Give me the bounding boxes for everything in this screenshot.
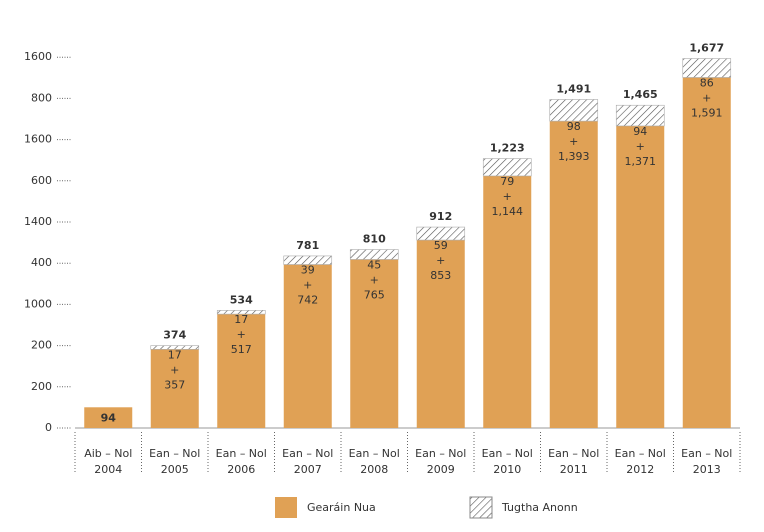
bar-segment (150, 349, 199, 428)
x-tick-label: 2011 (560, 463, 588, 476)
x-tick-label: Ean – Nol (149, 447, 200, 460)
bar-segment (216, 310, 266, 315)
total-label: 1,491 (556, 83, 591, 96)
plus-sign: + (436, 254, 445, 267)
segment-label: 45 (367, 258, 381, 271)
x-tick-label: Ean – Nol (216, 447, 267, 460)
segment-label: 1,144 (492, 205, 524, 218)
plus-sign: + (503, 190, 512, 203)
segment-label: 1,371 (625, 155, 657, 168)
x-tick-label: Ean – Nol (615, 447, 666, 460)
bar-segment (682, 77, 731, 429)
bar-segment (416, 240, 465, 428)
x-tick-label: Ean – Nol (548, 447, 599, 460)
x-tick-label: Ean – Nol (681, 447, 732, 460)
segment-label: 59 (434, 239, 448, 252)
x-tick-label: 2013 (693, 463, 721, 476)
x-tick-label: 2012 (626, 463, 654, 476)
total-label: 374 (163, 329, 186, 342)
y-tick-label: 800 (31, 91, 52, 104)
bar-segment (84, 407, 133, 428)
total-label: 1,223 (490, 142, 525, 155)
segment-label: 98 (567, 120, 581, 133)
bar-segment (217, 314, 266, 428)
plus-sign: + (636, 140, 645, 153)
plus-sign: + (170, 363, 179, 376)
segment-label: 1,393 (558, 150, 590, 163)
bar-segment (549, 99, 599, 122)
plus-sign: + (702, 91, 711, 104)
legend-label: Tugtha Anonn (501, 501, 578, 514)
bar-segment (682, 58, 732, 78)
x-tick-label: 2007 (294, 463, 322, 476)
plus-sign: + (370, 273, 379, 286)
y-tick-label: 600 (31, 174, 52, 187)
plus-sign: + (569, 135, 578, 148)
segment-label: 517 (231, 343, 252, 356)
segment-label: 1,591 (691, 106, 723, 119)
bar-segment (150, 345, 200, 350)
bar-segment (482, 158, 532, 177)
segment-label: 17 (168, 348, 182, 361)
bar-segment (616, 125, 665, 428)
bar-segment (416, 226, 466, 241)
y-tick-label: 1600 (24, 133, 52, 146)
y-tick-label: 200 (31, 339, 52, 352)
x-tick-label: Ean – Nol (282, 447, 333, 460)
segment-label: 79 (500, 175, 514, 188)
y-tick-label: 400 (31, 256, 52, 269)
legend-swatch (275, 497, 297, 518)
x-tick-label: Ean – Nol (415, 447, 466, 460)
x-tick-label: Ean – Nol (349, 447, 400, 460)
y-tick-label: 200 (31, 380, 52, 393)
segment-label: 742 (297, 294, 318, 307)
segment-label: 94 (633, 125, 647, 138)
total-label: 534 (230, 293, 253, 306)
segment-label: 39 (301, 264, 315, 277)
total-label: 781 (296, 239, 319, 252)
bar-segment (349, 249, 399, 260)
segment-label: 357 (164, 378, 185, 391)
segment-label: 853 (430, 269, 451, 282)
x-tick-label: Ean – Nol (482, 447, 533, 460)
plus-sign: + (237, 328, 246, 341)
x-tick-label: 2008 (360, 463, 388, 476)
x-tick-label: 2006 (227, 463, 255, 476)
bar-segment (350, 259, 399, 428)
bar-segment (283, 264, 332, 428)
x-tick-label: 2005 (161, 463, 189, 476)
bar-segment (283, 255, 333, 265)
bar-segment (615, 104, 665, 127)
bar-segment (549, 121, 598, 428)
plus-sign: + (303, 279, 312, 292)
legend-label: Gearáin Nua (307, 501, 376, 514)
total-label: 912 (429, 210, 452, 223)
segment-label: 765 (364, 288, 385, 301)
x-tick-label: 2009 (427, 463, 455, 476)
total-label: 810 (363, 233, 386, 246)
bar-segment (483, 175, 532, 428)
y-tick-label: 1400 (24, 215, 52, 228)
segment-label: 17 (234, 313, 248, 326)
total-label: 94 (101, 412, 117, 425)
total-label: 1,465 (623, 88, 658, 101)
y-tick-label: 0 (45, 421, 52, 434)
x-tick-label: Aib – Nol (84, 447, 132, 460)
y-tick-label: 1000 (24, 297, 52, 310)
total-label: 1,677 (689, 42, 724, 55)
x-tick-label: 2004 (94, 463, 122, 476)
segment-label: 86 (700, 76, 714, 89)
x-tick-label: 2010 (493, 463, 521, 476)
y-tick-label: 1600 (24, 50, 52, 63)
legend-swatch (469, 496, 493, 519)
